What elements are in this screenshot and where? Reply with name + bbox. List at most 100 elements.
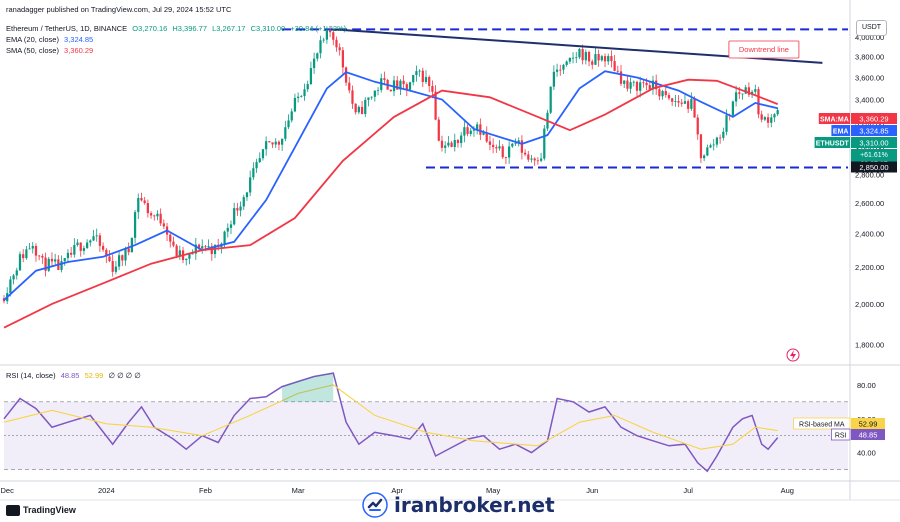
- ema-legend-value: 3,324.85: [64, 35, 94, 44]
- candle-body: [402, 80, 405, 85]
- candle-body: [664, 91, 667, 96]
- candle-body: [66, 252, 70, 259]
- candle-body: [495, 147, 498, 149]
- candle-body: [488, 141, 492, 145]
- candle-body: [309, 68, 313, 85]
- lightning-icon: [786, 348, 800, 362]
- candle-body: [114, 266, 118, 272]
- candle-body: [335, 39, 338, 48]
- time-tick-label: Feb: [199, 486, 212, 495]
- price-tick-label: 2,400.00: [855, 230, 884, 239]
- candle-body: [607, 56, 610, 62]
- tradingview-logo-icon: [6, 505, 20, 516]
- candle-body: [153, 215, 156, 217]
- candle-body: [249, 177, 252, 193]
- candle-body: [312, 58, 316, 69]
- candle-body: [722, 131, 725, 138]
- candle-body: [469, 130, 472, 134]
- candle-body: [341, 50, 344, 68]
- candle-body: [344, 67, 348, 83]
- candle-body: [293, 97, 297, 112]
- candle-body: [15, 270, 18, 276]
- ema-legend[interactable]: EMA (20, close) 3,324.85: [6, 35, 93, 44]
- candle-body: [415, 71, 418, 76]
- candle-body: [92, 236, 95, 241]
- candle-body: [95, 235, 98, 237]
- symbol-name[interactable]: Ethereum / TetherUS, 1D, BINANCE: [6, 24, 128, 33]
- candle-body: [687, 101, 690, 109]
- candle-body: [667, 95, 671, 99]
- candle-body: [533, 158, 536, 161]
- candle-body: [408, 82, 412, 90]
- candle-body: [25, 249, 28, 259]
- candle-body: [172, 241, 175, 246]
- candle-body: [575, 57, 578, 59]
- candle-body: [549, 86, 552, 113]
- candle-body: [300, 95, 303, 97]
- candle-body: [86, 242, 89, 249]
- candle-body: [149, 213, 153, 216]
- candle-body: [683, 101, 687, 104]
- candle-body: [754, 89, 757, 92]
- candle-body: [492, 144, 495, 148]
- price-tick-label: 3,000.00: [855, 144, 884, 153]
- candle-body: [348, 82, 351, 91]
- candle-body: [226, 227, 229, 232]
- candle-body: [210, 246, 213, 255]
- rsi-tag-name-bg: [793, 417, 851, 430]
- candle-body: [587, 52, 591, 62]
- currency-button[interactable]: USDT: [856, 20, 887, 36]
- candle-body: [715, 137, 719, 145]
- candle-body: [89, 240, 92, 243]
- candle-body: [658, 89, 661, 97]
- candle-body: [357, 106, 360, 113]
- candle-body: [616, 70, 619, 72]
- price-tag-value-bg: [851, 125, 897, 136]
- candle-body: [121, 255, 124, 261]
- candle-body: [460, 135, 463, 144]
- sma-legend-label: SMA (50, close): [6, 46, 59, 55]
- candle-body: [511, 143, 514, 147]
- candle-body: [703, 155, 706, 159]
- candle-body: [699, 134, 703, 159]
- tradingview-logo-text: TradingView: [23, 505, 76, 515]
- candle-body: [239, 206, 242, 211]
- sma-legend[interactable]: SMA (50, close) 3,360.29: [6, 46, 93, 55]
- candle-body: [539, 158, 543, 161]
- candle-body: [674, 101, 677, 102]
- candle-body: [437, 119, 440, 141]
- candle-body: [412, 75, 415, 83]
- candle-body: [354, 103, 357, 113]
- candle-body: [485, 132, 488, 142]
- candle-body: [428, 77, 431, 86]
- candle-body: [98, 235, 102, 246]
- rsi-tag-name-bg: [831, 428, 851, 441]
- candle-body: [639, 82, 642, 91]
- candle-body: [73, 245, 76, 255]
- candle-body: [364, 99, 367, 114]
- time-tick-label: Aug: [781, 486, 794, 495]
- candle-body: [76, 242, 79, 246]
- price-tick-label: 2,000.00: [855, 300, 884, 309]
- rsi-legend[interactable]: RSI (14, close) 48.85 52.99 ∅ ∅ ∅ ∅: [6, 371, 141, 380]
- candle-body: [82, 248, 86, 251]
- candle-body: [236, 208, 239, 211]
- candle-body: [738, 92, 741, 94]
- candle-body: [233, 208, 236, 225]
- candle-body: [287, 120, 290, 128]
- candle-body: [194, 244, 197, 254]
- lightning-icon-ring: [786, 348, 800, 362]
- ema-legend-label: EMA (20, close): [6, 35, 59, 44]
- candle-body: [185, 258, 188, 261]
- candle-body: [316, 53, 319, 59]
- candle-body: [105, 249, 108, 257]
- sma-legend-value: 3,360.29: [64, 46, 94, 55]
- candle-body: [431, 85, 434, 92]
- candle-body: [418, 70, 421, 72]
- candle-body: [223, 231, 226, 244]
- candle-body: [421, 70, 424, 83]
- candle-body: [405, 84, 408, 90]
- price-tick-label: 2,600.00: [855, 199, 884, 208]
